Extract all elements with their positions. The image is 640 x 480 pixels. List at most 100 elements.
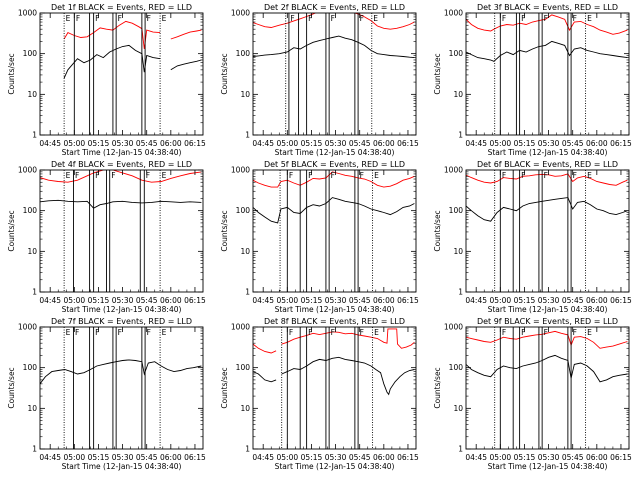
y-tick-label: 1000 [444,9,463,18]
event-marker-label: F [331,14,335,23]
x-tick-label: 05:45 [349,453,371,462]
y-tick-label: 100 [23,206,38,215]
x-tick-label: 05:30 [538,453,560,462]
event-marker-label: F [360,171,364,180]
event-marker-label: E [373,14,378,23]
series-line-events [253,35,415,59]
y-tick-label: 10 [27,404,37,413]
y-tick-label: 1000 [444,166,463,175]
series-line-events [466,40,628,62]
y-axis-label: Counts/sec [7,210,16,251]
x-tick-label: 05:30 [112,453,134,462]
event-marker-label: F [308,14,312,23]
x-tick-label: 05:00 [277,139,299,148]
event-marker-label: F [95,14,99,23]
x-tick-label: 05:30 [538,296,560,305]
x-tick-label: 06:15 [610,296,632,305]
x-axis-label: Start Time (12-Jan-15 04:38:40) [275,148,395,157]
event-marker-label: F [502,14,506,23]
series-line-lld-post [170,29,202,40]
y-tick-label: 1000 [231,9,250,18]
x-tick-label: 06:00 [160,139,182,148]
panel-title: Det 9f BLACK = Events, RED = LLD [477,317,618,326]
event-marker-label: F [521,328,525,337]
event-marker-label: E [162,14,167,23]
y-tick-label: 1000 [18,166,37,175]
x-tick-label: 05:00 [277,453,299,462]
x-tick-label: 04:45 [252,453,274,462]
y-tick-label: 10 [240,90,250,99]
x-tick-label: 05:30 [112,139,134,148]
panel-8: Det 8f BLACK = Events, RED = LLD F F F F E 1 10… [220,317,419,471]
x-tick-label: 06:15 [610,139,632,148]
event-marker-label: E [162,171,167,180]
x-axis-label: Start Time (12-Jan-15 04:38:40) [488,462,608,471]
x-axis-label: Start Time (12-Jan-15 04:38:40) [488,305,608,314]
x-tick-label: 05:45 [349,139,371,148]
event-marker-label: F [308,171,312,180]
plot-frame [465,326,630,450]
x-tick-label: 05:00 [490,453,512,462]
x-tick-label: 05:00 [64,453,86,462]
x-tick-label: 04:45 [39,139,61,148]
x-tick-label: 06:00 [373,139,395,148]
series-line-lld [253,171,415,188]
y-axis-label: Counts/sec [220,210,229,251]
x-tick-label: 05:15 [301,453,323,462]
event-marker-label: F [308,328,312,337]
y-axis-label: Counts/sec [220,367,229,408]
x-tick-label: 04:45 [39,296,61,305]
event-marker-label: F [544,14,548,23]
event-marker-label: F [147,14,151,23]
event-marker-label: F [289,328,293,337]
x-tick-label: 06:00 [373,296,395,305]
x-tick-label: 05:45 [136,453,158,462]
x-tick-label: 04:45 [252,296,274,305]
x-tick-label: 06:00 [160,296,182,305]
y-tick-label: 100 [236,206,251,215]
y-tick-label: 100 [449,206,464,215]
event-marker-label: F [331,171,335,180]
x-tick-label: 05:00 [64,139,86,148]
x-tick-label: 06:15 [397,296,419,305]
event-marker-label: F [573,171,577,180]
x-tick-label: 06:15 [397,139,419,148]
y-tick-label: 1000 [18,323,37,332]
panel-title: Det 2f BLACK = Events, RED = LLD [264,3,405,12]
y-tick-label: 100 [23,363,38,372]
event-marker-label: E [66,14,71,23]
y-tick-label: 10 [453,90,463,99]
plot-frame [39,326,204,450]
series-line-events-post [170,59,202,71]
event-marker-label: E [587,171,592,180]
x-tick-label: 04:45 [465,139,487,148]
x-axis-label: Start Time (12-Jan-15 04:38:40) [62,148,182,157]
series-line-events [40,199,202,209]
y-axis-label: Counts/sec [433,53,442,94]
panel-title: Det 5f BLACK = Events, RED = LLD [264,160,405,169]
event-marker-label: F [502,171,506,180]
event-marker-label: F [95,171,99,180]
event-marker-label: E [66,328,71,337]
x-tick-label: 05:45 [136,139,158,148]
plot-frame [252,12,417,136]
plot-frame [252,169,417,293]
event-marker-label: E [66,171,71,180]
event-marker-label: F [502,328,506,337]
event-marker-label: E [374,328,379,337]
y-tick-label: 1000 [18,9,37,18]
event-marker-label: F [521,14,525,23]
plot-frame [39,12,204,136]
series-line-lld [466,330,628,349]
y-tick-label: 100 [449,363,464,372]
x-tick-label: 04:45 [465,296,487,305]
x-tick-label: 05:15 [88,453,110,462]
x-tick-label: 05:30 [538,139,560,148]
event-marker-label: F [331,328,335,337]
series-line-events [281,356,415,396]
y-axis-label: Counts/sec [220,53,229,94]
series-line-lld [253,13,415,30]
